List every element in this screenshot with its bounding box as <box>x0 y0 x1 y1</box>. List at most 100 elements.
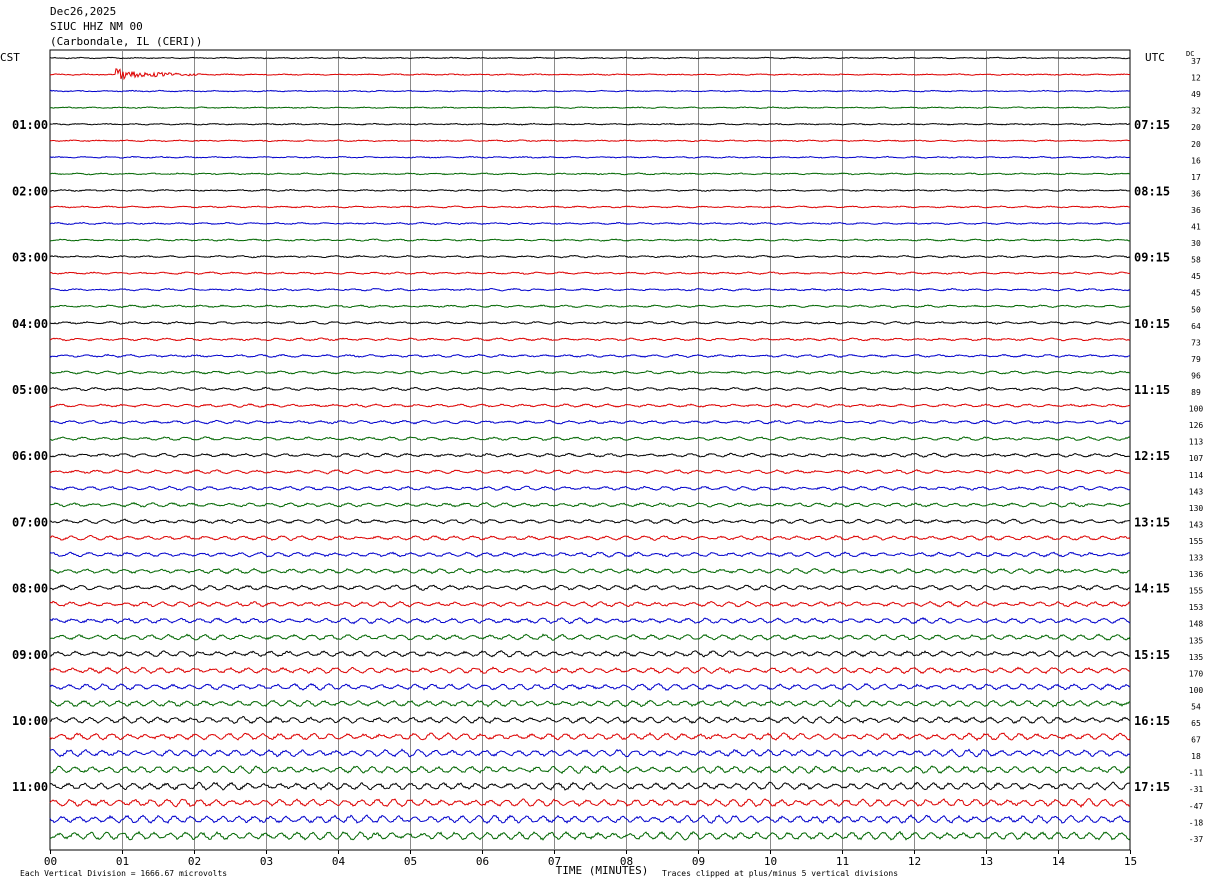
right-hour-label: 16:15 <box>1134 714 1170 728</box>
dc-offset-label: 130 <box>1189 504 1204 513</box>
dc-offset-label: 30 <box>1191 239 1201 248</box>
trace-line <box>49 386 1131 392</box>
x-tick-label: 05 <box>404 855 417 868</box>
left-hour-label: 04:00 <box>12 317 48 331</box>
header-station: SIUC HHZ NM 00 <box>50 20 143 33</box>
trace-line <box>49 106 1131 109</box>
dc-offset-label: 67 <box>1191 736 1201 745</box>
dc-offset-label: 54 <box>1191 702 1201 711</box>
trace-line <box>49 320 1131 325</box>
trace-line <box>49 304 1131 309</box>
trace-line <box>49 682 1131 691</box>
trace-line <box>49 501 1131 508</box>
dc-offset-label: 114 <box>1189 471 1204 480</box>
x-tick-label: 04 <box>332 855 346 868</box>
x-tick-label: 07 <box>548 855 561 868</box>
dc-offset-label: -47 <box>1189 802 1204 811</box>
dc-offset-label: 17 <box>1191 173 1201 182</box>
dc-offset-label: -31 <box>1189 785 1204 794</box>
dc-offset-label: 45 <box>1191 289 1201 298</box>
dc-offset-label: 65 <box>1191 719 1201 728</box>
trace-line <box>49 765 1131 775</box>
trace-line <box>49 254 1131 259</box>
dc-offset-label: 153 <box>1189 603 1204 612</box>
trace-line <box>49 155 1131 159</box>
x-tick-label: 11 <box>836 855 849 868</box>
x-tick-label: 01 <box>116 855 129 868</box>
trace-line <box>49 485 1131 491</box>
x-tick-label: 09 <box>692 855 705 868</box>
dc-offset-label: 12 <box>1191 74 1201 83</box>
header-date: Dec26,2025 <box>50 5 117 18</box>
dc-offset-label: 155 <box>1189 587 1204 596</box>
trace-line <box>49 781 1131 791</box>
x-tick-label: 03 <box>260 855 273 868</box>
dc-offset-label: 36 <box>1191 206 1201 215</box>
dc-offset-label: 36 <box>1191 189 1201 198</box>
dc-offset-label: 49 <box>1191 90 1201 99</box>
minute-grid <box>49 49 1131 854</box>
trace-line <box>49 666 1130 675</box>
dc-offset-label: 18 <box>1191 752 1201 761</box>
trace-line <box>49 139 1131 143</box>
dc-offset-label: 143 <box>1189 520 1204 529</box>
right-hour-label: 17:15 <box>1134 780 1170 794</box>
x-tick-label: 00 <box>44 855 57 868</box>
header-location: (Carbondale, IL (CERI)) <box>50 35 203 48</box>
trace-line <box>49 188 1131 192</box>
trace-line <box>49 748 1131 758</box>
trace-line <box>49 814 1131 825</box>
left-hour-label: 08:00 <box>12 582 48 596</box>
dc-offset-label: 73 <box>1191 338 1201 347</box>
left-hour-label: 01:00 <box>12 118 48 132</box>
x-tick-label: 02 <box>188 855 201 868</box>
left-hour-label: 09:00 <box>12 648 48 662</box>
right-hour-label: 10:15 <box>1134 317 1170 331</box>
trace-line <box>49 287 1131 292</box>
trace-line <box>49 238 1131 242</box>
dc-header-label: DC <box>1186 50 1194 58</box>
left-hour-label: 10:00 <box>12 714 48 728</box>
trace-line <box>49 535 1131 541</box>
dc-offset-label: 135 <box>1189 653 1204 662</box>
labels: 00 01 02 03 04 05 06 07 08 09 10 11 12 13 14 15 37 12 49 32… <box>0 50 1203 878</box>
scale-note: Each Vertical Division = 1666.67 microvo… <box>20 869 227 878</box>
left-hour-label: 06:00 <box>12 449 48 463</box>
dc-offset-label: 170 <box>1189 669 1204 678</box>
trace-line <box>49 370 1131 375</box>
x-tick-label: 15 <box>1124 855 1137 868</box>
trace-line <box>49 56 1131 60</box>
trace-line <box>49 731 1131 742</box>
trace-line <box>49 452 1131 458</box>
trace-line <box>49 649 1131 658</box>
trace-line <box>49 271 1131 276</box>
trace-line <box>49 353 1131 358</box>
dc-offset-label: 100 <box>1189 686 1204 695</box>
x-tick-label: 13 <box>980 855 993 868</box>
dc-offset-label: 79 <box>1191 355 1201 364</box>
left-hour-label: 02:00 <box>12 184 48 198</box>
dc-offset-label: -37 <box>1189 835 1204 844</box>
traces <box>49 56 1131 841</box>
trace-line <box>49 468 1131 475</box>
right-hour-label: 08:15 <box>1134 184 1170 198</box>
trace-line <box>49 551 1131 558</box>
trace-line <box>49 715 1131 725</box>
trace-line <box>49 436 1131 442</box>
trace-line <box>49 798 1131 809</box>
trace-line <box>49 89 1131 93</box>
x-tick-label: 08 <box>620 855 633 868</box>
trace-line <box>49 68 1131 81</box>
right-hour-label: 07:15 <box>1134 118 1170 132</box>
dc-offset-label: 135 <box>1189 636 1204 645</box>
trace-line <box>49 600 1131 608</box>
trace-line <box>49 518 1131 525</box>
right-hour-label: 14:15 <box>1134 582 1170 596</box>
trace-line <box>49 403 1131 409</box>
right-timezone-label: UTC <box>1145 51 1165 64</box>
trace-line <box>49 699 1131 708</box>
right-hour-label: 09:15 <box>1134 251 1170 265</box>
trace-line <box>49 830 1131 841</box>
dc-offset-label: 50 <box>1191 305 1201 314</box>
